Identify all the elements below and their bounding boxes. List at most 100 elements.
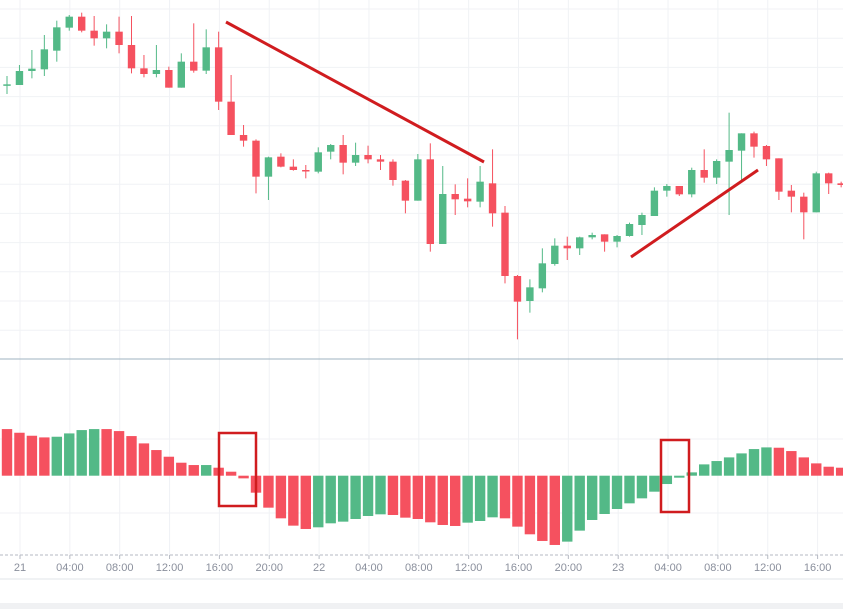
candle[interactable] (787, 185, 796, 213)
candle[interactable] (314, 147, 322, 174)
candle[interactable] (140, 55, 148, 78)
histogram-bar (835, 467, 843, 476)
candle[interactable] (712, 159, 721, 184)
histogram-bar (723, 457, 735, 476)
downtrend-line[interactable] (225, 20, 485, 164)
candle[interactable] (376, 155, 385, 170)
candle-body (339, 145, 347, 163)
candle[interactable] (3, 76, 11, 94)
candle-body (364, 155, 372, 160)
candle[interactable] (825, 172, 833, 194)
candle[interactable] (264, 156, 273, 200)
uptrend-line[interactable] (630, 168, 759, 259)
candle[interactable] (252, 139, 260, 194)
candle-body (638, 215, 646, 225)
candle[interactable] (675, 186, 683, 196)
candle[interactable] (725, 112, 733, 215)
candle[interactable] (439, 166, 447, 244)
candle[interactable] (663, 184, 671, 197)
candle[interactable] (401, 180, 410, 214)
candle[interactable] (53, 20, 61, 62)
candle[interactable] (513, 275, 522, 340)
candle[interactable] (65, 15, 73, 31)
candle[interactable] (289, 159, 298, 171)
x-tick-label: 20:00 (555, 562, 583, 574)
candle[interactable] (650, 187, 659, 216)
histogram-bar (786, 451, 797, 476)
candle[interactable] (78, 12, 86, 33)
candle-body (140, 68, 148, 74)
histogram-bar (412, 475, 424, 519)
candle[interactable] (526, 279, 534, 313)
candle[interactable] (302, 165, 310, 179)
candle[interactable] (190, 23, 198, 73)
candle[interactable] (339, 135, 347, 175)
candle[interactable] (812, 171, 820, 213)
candle[interactable] (227, 75, 235, 135)
candle[interactable] (625, 222, 634, 237)
histogram-bar (288, 475, 299, 526)
candle-body (115, 31, 123, 45)
candle[interactable] (277, 153, 285, 168)
candle[interactable] (414, 154, 422, 201)
candle[interactable] (538, 248, 547, 293)
candle[interactable] (451, 184, 459, 215)
candle[interactable] (551, 238, 559, 266)
histogram-bar (512, 475, 523, 527)
candle[interactable] (762, 145, 771, 166)
candle[interactable] (463, 178, 472, 208)
candle[interactable] (426, 143, 434, 252)
candle[interactable] (576, 236, 584, 255)
candle[interactable] (327, 144, 335, 160)
candle[interactable] (688, 167, 696, 198)
candle[interactable] (600, 234, 609, 252)
highlight-box-bearish-cross[interactable] (217, 431, 258, 508)
candle[interactable] (800, 192, 808, 240)
time-axis[interactable]: 21 04:00 08:00 12:00 16:00 20:00 22 04:00 08:00 1… (14, 555, 831, 574)
histogram-bar (761, 447, 772, 476)
histogram-bar (88, 429, 100, 476)
candle[interactable] (239, 125, 248, 147)
candle[interactable] (750, 131, 758, 158)
candle[interactable] (700, 149, 708, 183)
candle[interactable] (90, 16, 98, 46)
candle[interactable] (202, 29, 210, 74)
candle[interactable] (165, 66, 173, 88)
annotations[interactable] (217, 20, 759, 514)
candle[interactable] (351, 142, 360, 166)
candle[interactable] (214, 31, 223, 110)
x-tick-label: 04:00 (654, 562, 682, 574)
candle[interactable] (563, 236, 571, 260)
candle-body (277, 156, 285, 167)
candle[interactable] (501, 206, 509, 284)
candle[interactable] (389, 159, 397, 186)
candle[interactable] (588, 232, 596, 240)
candle[interactable] (15, 65, 24, 85)
candle[interactable] (613, 235, 621, 248)
candle-body (414, 159, 422, 201)
candle[interactable] (28, 50, 36, 79)
candle[interactable] (837, 181, 843, 188)
candle[interactable] (40, 35, 49, 76)
candle[interactable] (476, 166, 484, 208)
candle[interactable] (177, 53, 185, 88)
candle[interactable] (127, 16, 136, 74)
candle[interactable] (775, 158, 783, 200)
candle[interactable] (115, 16, 123, 54)
candle[interactable] (488, 149, 497, 227)
candle[interactable] (102, 24, 111, 49)
histogram-bar (375, 475, 386, 515)
footer-strip (0, 603, 843, 609)
histogram-bar (101, 429, 112, 476)
candle[interactable] (737, 133, 746, 180)
histogram-bar (748, 449, 760, 476)
x-tick-label: 16:00 (206, 562, 234, 574)
candlestick-series (3, 12, 843, 340)
candle[interactable] (364, 145, 372, 164)
x-tick-label: 12:00 (156, 562, 184, 574)
candle[interactable] (638, 212, 646, 235)
highlight-box-bullish-cross[interactable] (659, 438, 691, 514)
candle[interactable] (152, 45, 161, 78)
histogram-bar (76, 430, 87, 476)
